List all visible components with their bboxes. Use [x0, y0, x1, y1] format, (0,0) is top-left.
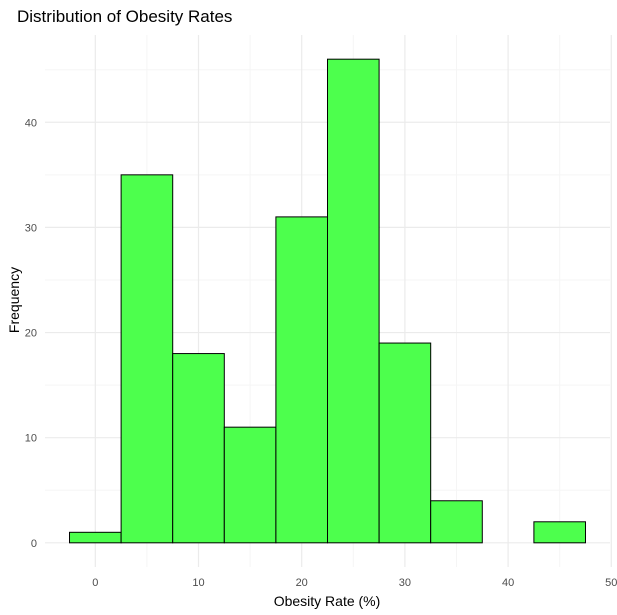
x-axis-tick-labels: 0 10 20 30 40 50: [92, 577, 617, 589]
x-tick-label: 10: [192, 577, 204, 589]
x-tick-label: 20: [296, 577, 308, 589]
y-axis-title: Frequency: [6, 267, 22, 333]
x-axis-title: Obesity Rate (%): [274, 593, 381, 609]
y-tick-label: 40: [25, 117, 37, 129]
histogram-bar: [533, 521, 586, 544]
y-tick-label: 20: [25, 328, 37, 340]
chart-title: Distribution of Obesity Rates: [17, 7, 232, 26]
histogram-bar: [378, 342, 432, 544]
y-tick-label: 0: [31, 538, 37, 550]
histogram-bars: [69, 58, 586, 544]
y-tick-label: 30: [25, 222, 37, 234]
histogram-bar: [120, 174, 174, 544]
histogram-bar: [69, 531, 122, 544]
histogram-bar: [430, 500, 483, 544]
x-tick-label: 0: [92, 577, 98, 589]
y-tick-label: 10: [25, 433, 37, 445]
histogram-bar: [172, 353, 225, 544]
histogram-bar: [275, 216, 328, 544]
y-axis-tick-labels: 0 10 20 30 40: [25, 117, 37, 550]
histogram-bar: [223, 426, 277, 544]
x-tick-label: 30: [399, 577, 411, 589]
x-tick-label: 40: [502, 577, 514, 589]
histogram-bar: [327, 58, 380, 544]
x-tick-label: 50: [605, 577, 617, 589]
